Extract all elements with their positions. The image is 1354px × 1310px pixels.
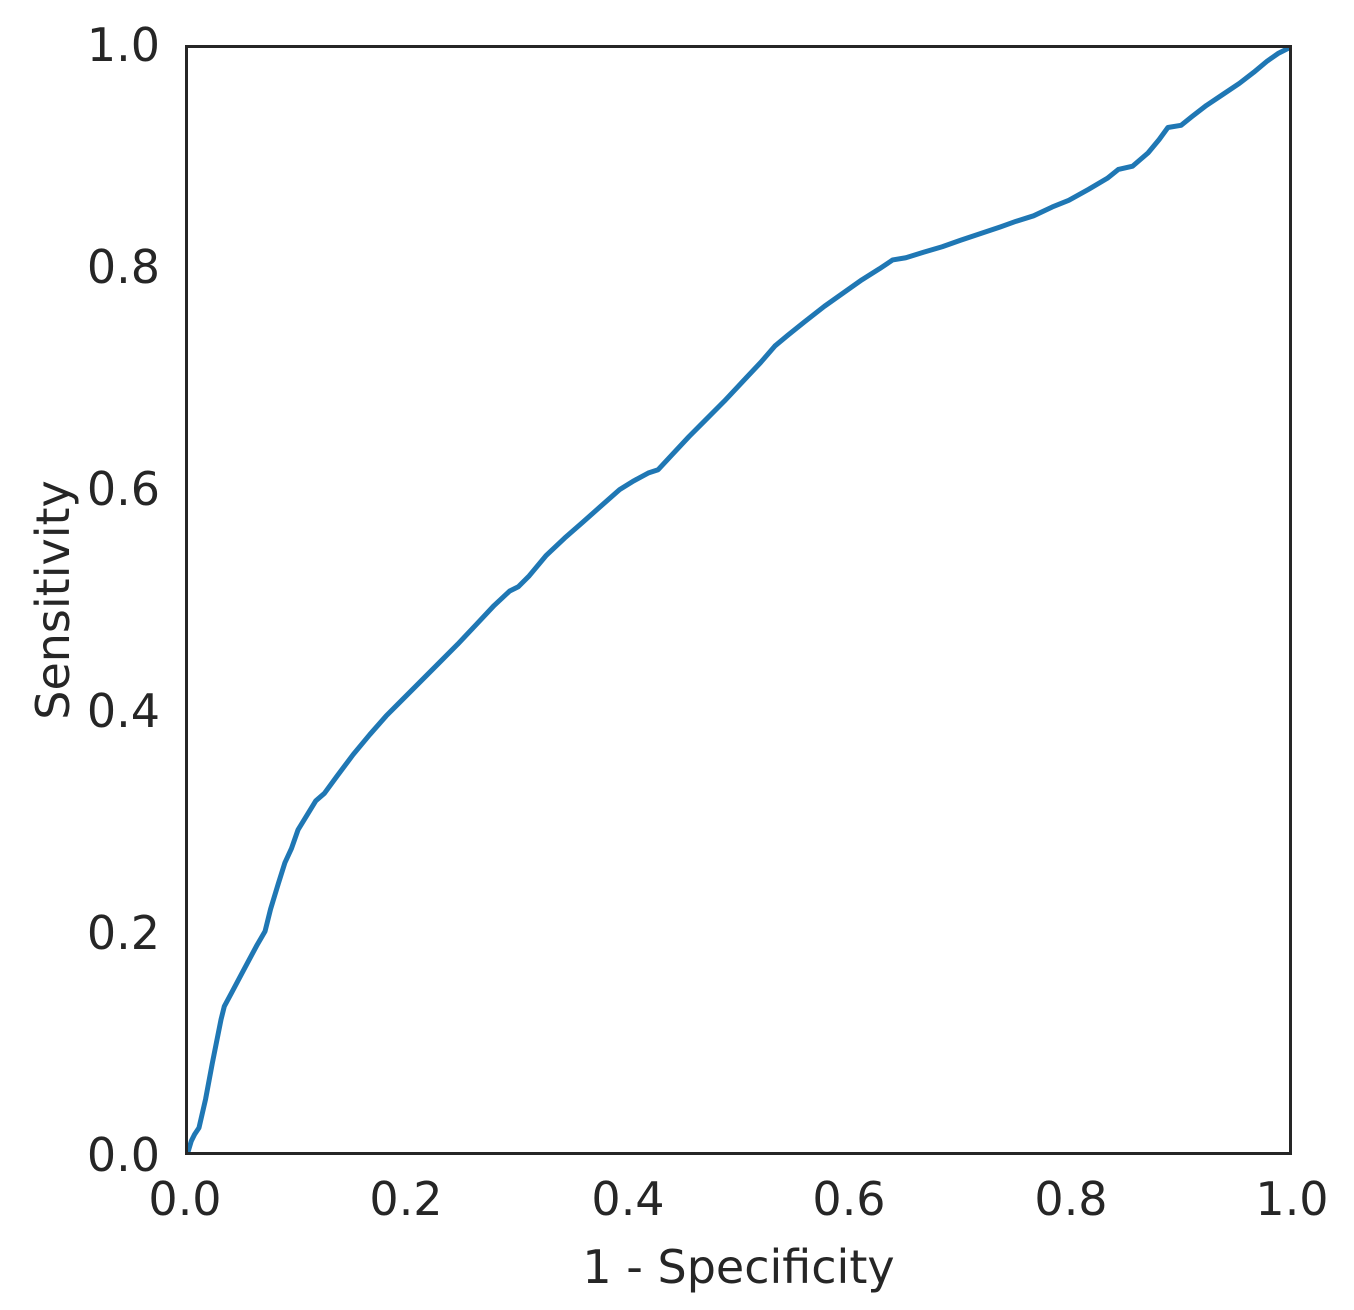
x-tick-label: 0.0 <box>148 1172 222 1226</box>
y-tick-label: 0.8 <box>86 240 160 294</box>
roc-curve-line <box>188 48 1289 1152</box>
plot-area <box>185 45 1292 1155</box>
y-tick-label: 0.4 <box>86 684 160 738</box>
x-tick-label: 1.0 <box>1255 1172 1329 1226</box>
y-tick-label: 1.0 <box>86 18 160 72</box>
y-tick-label: 0.6 <box>86 462 160 516</box>
y-tick-label: 0.2 <box>86 906 160 960</box>
x-tick-label: 0.8 <box>1034 1172 1108 1226</box>
x-tick-label: 0.4 <box>591 1172 665 1226</box>
y-axis-label: Sensitivity <box>26 480 80 720</box>
x-tick-label: 0.2 <box>369 1172 443 1226</box>
x-tick-label: 0.6 <box>812 1172 886 1226</box>
y-tick-label: 0.0 <box>86 1128 160 1182</box>
x-axis-label: 1 - Specificity <box>582 1240 895 1294</box>
